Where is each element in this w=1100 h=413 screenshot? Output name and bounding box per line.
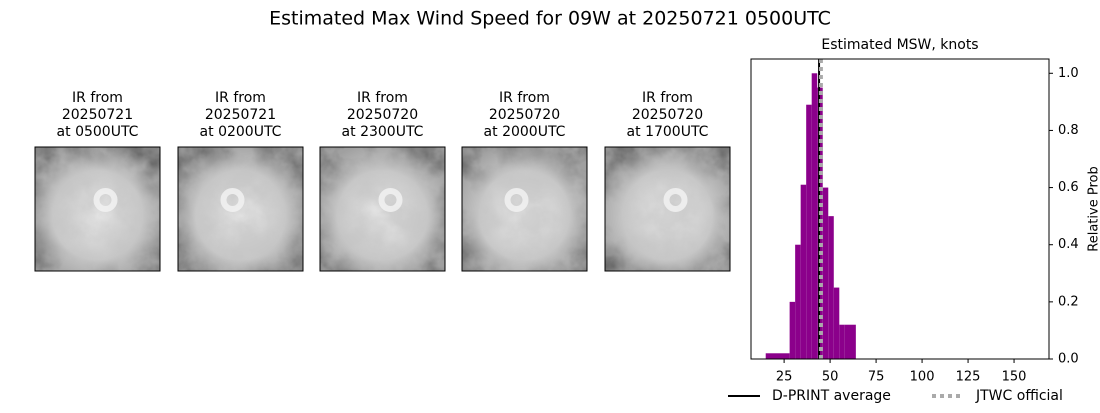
ir-image-texture xyxy=(178,147,303,271)
y-tick-label: 0.4 xyxy=(1058,237,1079,252)
panel-title-line: IR from xyxy=(357,90,408,106)
histogram-bar xyxy=(795,245,801,359)
ir-image-texture xyxy=(605,147,730,271)
panel-title-line: IR from xyxy=(499,90,550,106)
panel-title-line: 20250720 xyxy=(489,107,560,123)
y-tick-label: 0.0 xyxy=(1058,352,1079,367)
panel-title-line: IR from xyxy=(215,90,266,106)
y-axis-label: Relative Prob xyxy=(1087,166,1100,251)
panel-title-line: at 2000UTC xyxy=(484,124,566,140)
y-tick-label: 0.8 xyxy=(1058,123,1079,138)
panel-title-line: IR from xyxy=(72,90,123,106)
x-tick-label: 100 xyxy=(910,370,935,385)
histogram-bar xyxy=(806,105,812,359)
panel-title-line: 20250721 xyxy=(205,107,276,123)
ir-image-texture xyxy=(35,147,160,271)
legend-label: D-PRINT average xyxy=(772,388,891,404)
histogram-bar xyxy=(839,325,845,359)
histogram-bar xyxy=(812,73,818,359)
y-tick-label: 1.0 xyxy=(1058,66,1079,81)
panel-title-line: at 1700UTC xyxy=(627,124,709,140)
histogram-bar xyxy=(823,188,829,359)
panel-title-line: at 2300UTC xyxy=(342,124,424,140)
panel-title-line: 20250720 xyxy=(347,107,418,123)
histogram-bar xyxy=(845,325,856,359)
x-tick-label: 50 xyxy=(822,370,839,385)
figure-title: Estimated Max Wind Speed for 09W at 2025… xyxy=(269,8,831,30)
histogram-bar xyxy=(766,353,790,359)
x-tick-label: 150 xyxy=(1002,370,1027,385)
ir-image-texture xyxy=(462,147,587,271)
x-tick-label: 125 xyxy=(956,370,981,385)
legend-label: JTWC official xyxy=(975,388,1063,404)
panel-title-line: at 0500UTC xyxy=(57,124,139,140)
panel-title-line: 20250720 xyxy=(632,107,703,123)
histogram-bar xyxy=(801,185,807,359)
histogram-bar xyxy=(828,216,834,359)
panel-title-line: at 0200UTC xyxy=(200,124,282,140)
panel-title-line: IR from xyxy=(642,90,693,106)
histogram-plot: Estimated MSW, knots 25 50 75 100 125 150 0.0 0.… xyxy=(728,37,1100,404)
x-tick-label: 75 xyxy=(868,370,885,385)
plot-title: Estimated MSW, knots xyxy=(821,37,978,53)
y-tick-label: 0.2 xyxy=(1058,294,1079,309)
panel-title-line: 20250721 xyxy=(62,107,133,123)
histogram-bar xyxy=(834,288,840,359)
x-tick-label: 25 xyxy=(776,370,793,385)
ir-image-texture xyxy=(320,147,445,271)
y-tick-label: 0.6 xyxy=(1058,180,1079,195)
histogram-bar xyxy=(790,302,796,359)
